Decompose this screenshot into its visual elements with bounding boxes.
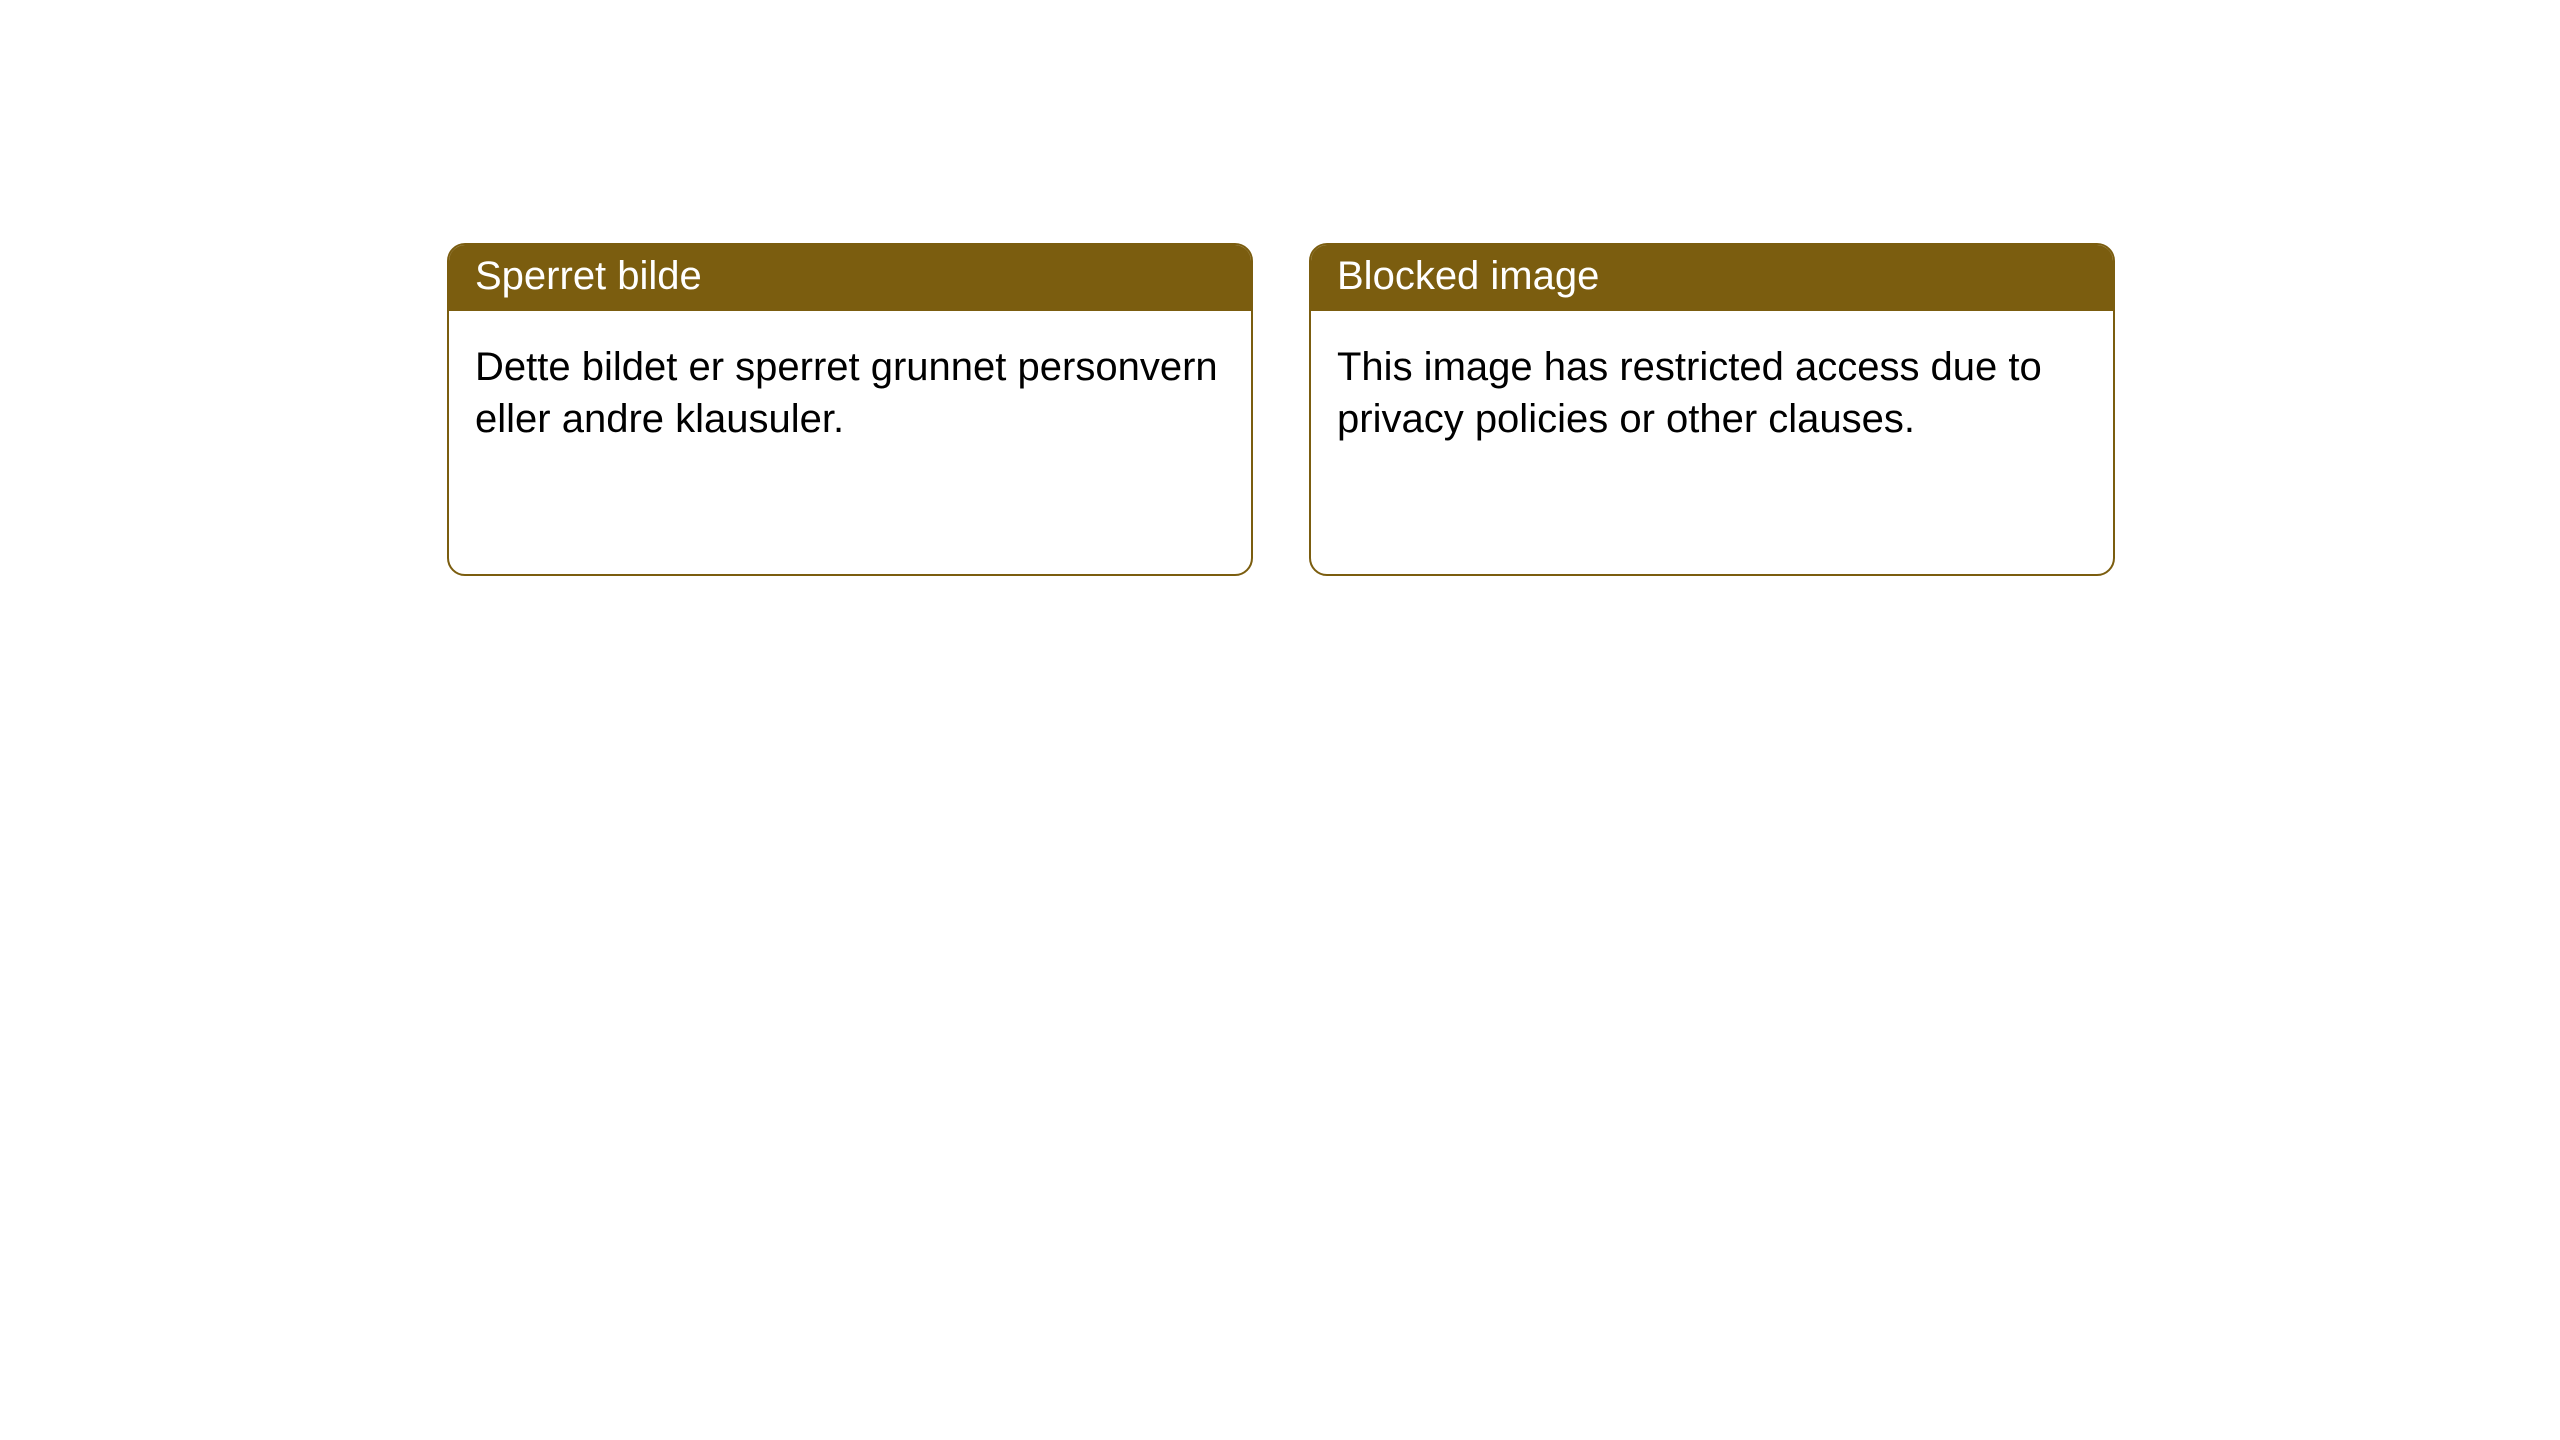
notice-title-norwegian: Sperret bilde [449,245,1251,311]
notice-body-english: This image has restricted access due to … [1311,311,2113,475]
notice-container: Sperret bilde Dette bildet er sperret gr… [0,0,2560,576]
notice-card-english: Blocked image This image has restricted … [1309,243,2115,576]
notice-title-english: Blocked image [1311,245,2113,311]
notice-body-norwegian: Dette bildet er sperret grunnet personve… [449,311,1251,475]
notice-card-norwegian: Sperret bilde Dette bildet er sperret gr… [447,243,1253,576]
